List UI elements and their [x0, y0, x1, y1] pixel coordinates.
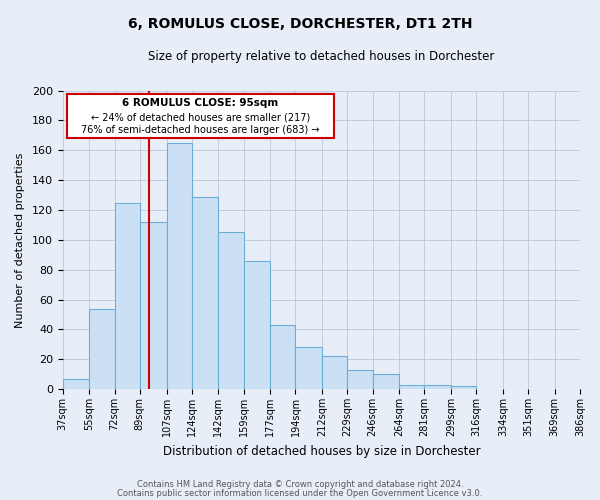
- Bar: [295, 348, 322, 389]
- Text: Contains public sector information licensed under the Open Government Licence v3: Contains public sector information licen…: [118, 488, 482, 498]
- Bar: [89, 308, 115, 389]
- X-axis label: Distribution of detached houses by size in Dorchester: Distribution of detached houses by size …: [163, 444, 480, 458]
- Bar: [244, 261, 270, 389]
- Bar: [167, 143, 192, 389]
- Bar: [424, 384, 451, 389]
- Bar: [218, 232, 244, 389]
- Text: 76% of semi-detached houses are larger (683) →: 76% of semi-detached houses are larger (…: [82, 125, 320, 135]
- Bar: [192, 196, 218, 389]
- Bar: [399, 384, 424, 389]
- Title: Size of property relative to detached houses in Dorchester: Size of property relative to detached ho…: [148, 50, 494, 63]
- Y-axis label: Number of detached properties: Number of detached properties: [15, 152, 25, 328]
- Bar: [347, 370, 373, 389]
- Bar: [63, 378, 89, 389]
- Bar: [67, 94, 334, 138]
- Bar: [373, 374, 399, 389]
- Text: ← 24% of detached houses are smaller (217): ← 24% of detached houses are smaller (21…: [91, 112, 310, 122]
- Bar: [115, 202, 140, 389]
- Text: 6 ROMULUS CLOSE: 95sqm: 6 ROMULUS CLOSE: 95sqm: [122, 98, 279, 108]
- Bar: [322, 356, 347, 389]
- Bar: [140, 222, 167, 389]
- Bar: [270, 325, 295, 389]
- Text: 6, ROMULUS CLOSE, DORCHESTER, DT1 2TH: 6, ROMULUS CLOSE, DORCHESTER, DT1 2TH: [128, 18, 472, 32]
- Text: Contains HM Land Registry data © Crown copyright and database right 2024.: Contains HM Land Registry data © Crown c…: [137, 480, 463, 489]
- Bar: [451, 386, 476, 389]
